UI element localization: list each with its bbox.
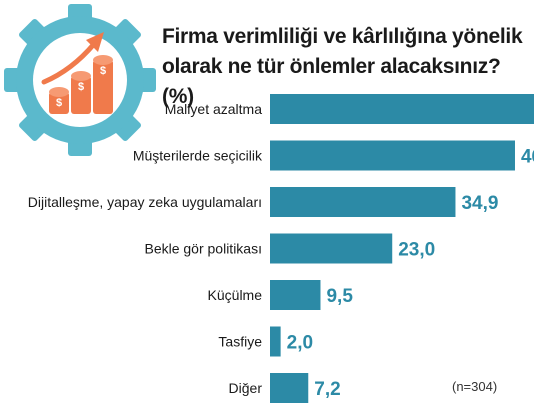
svg-text:$: $ [56, 97, 62, 109]
category-label: Müşterilerde seçicilik [133, 148, 263, 164]
gear-illustration: $ $ $ [4, 4, 156, 156]
category-label: Tasfiye [218, 334, 262, 350]
growth-arrow-icon [41, 32, 104, 85]
svg-text:$: $ [100, 65, 106, 77]
bar [270, 373, 309, 403]
category-label: Maliyet azaltma [165, 101, 262, 117]
bar [270, 326, 281, 357]
sample-size-note: (n=304) [452, 379, 498, 394]
value-label: 2,0 [287, 333, 313, 354]
bar [270, 233, 393, 264]
coin-stack-icon: $ $ $ [49, 55, 113, 114]
chart-title: Firma verimliliği ve kârlılığına yönelik… [162, 22, 530, 112]
category-label: Diğer [229, 380, 263, 396]
svg-text:$: $ [78, 81, 84, 93]
bar [270, 140, 515, 171]
category-label: Bekle gör politikası [144, 241, 262, 257]
bar [270, 280, 321, 310]
category-label: Küçülme [208, 287, 263, 303]
value-label: 46,1 [521, 147, 534, 168]
value-label: 23,0 [398, 240, 435, 261]
value-label: 9,5 [326, 286, 353, 307]
value-label: 34,9 [461, 193, 498, 214]
category-label: Dijitalleşme, yapay zeka uygulamaları [28, 194, 262, 210]
value-label: 7,2 [314, 379, 340, 400]
chart-title-line-1: Firma verimliliği ve kârlılığına yönelik [162, 25, 523, 48]
bar [270, 94, 534, 124]
chart-title-line-2: olarak ne tür önlemler alacaksınız? (%) [162, 55, 501, 108]
bar [270, 187, 456, 217]
